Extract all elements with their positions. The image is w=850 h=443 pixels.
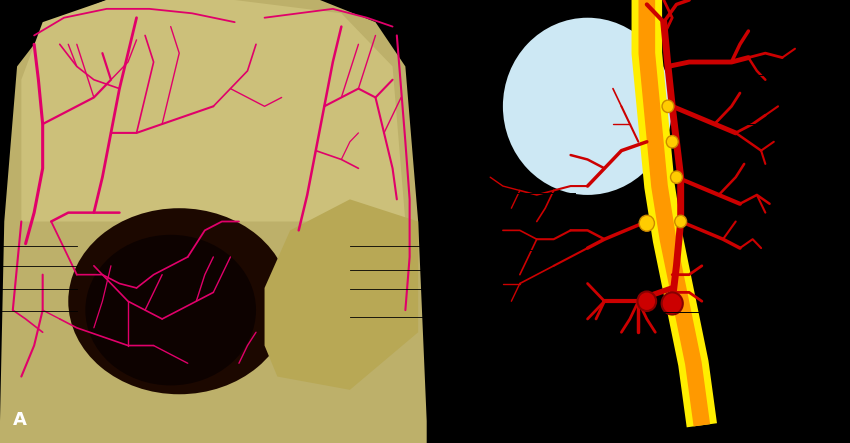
Ellipse shape [85, 235, 256, 385]
Circle shape [661, 292, 683, 315]
Polygon shape [264, 199, 418, 390]
Text: 6: 6 [431, 266, 437, 275]
Circle shape [675, 215, 687, 228]
Text: 1: 1 [837, 70, 844, 80]
Text: 3: 3 [837, 418, 844, 428]
Text: 5: 5 [431, 241, 437, 250]
Ellipse shape [68, 208, 290, 394]
Circle shape [671, 171, 683, 183]
Text: 7: 7 [431, 284, 437, 293]
Circle shape [639, 215, 655, 231]
Circle shape [638, 291, 656, 311]
Text: A: A [13, 411, 26, 429]
Polygon shape [0, 0, 427, 443]
Text: 8: 8 [431, 312, 437, 321]
Circle shape [662, 100, 674, 113]
Text: 10: 10 [837, 307, 850, 317]
Polygon shape [21, 0, 405, 222]
Text: 2: 2 [837, 119, 844, 129]
Circle shape [666, 136, 678, 148]
Text: 9: 9 [441, 188, 448, 198]
Text: 7: 7 [441, 245, 448, 255]
Text: B: B [444, 411, 457, 429]
Circle shape [503, 18, 672, 195]
